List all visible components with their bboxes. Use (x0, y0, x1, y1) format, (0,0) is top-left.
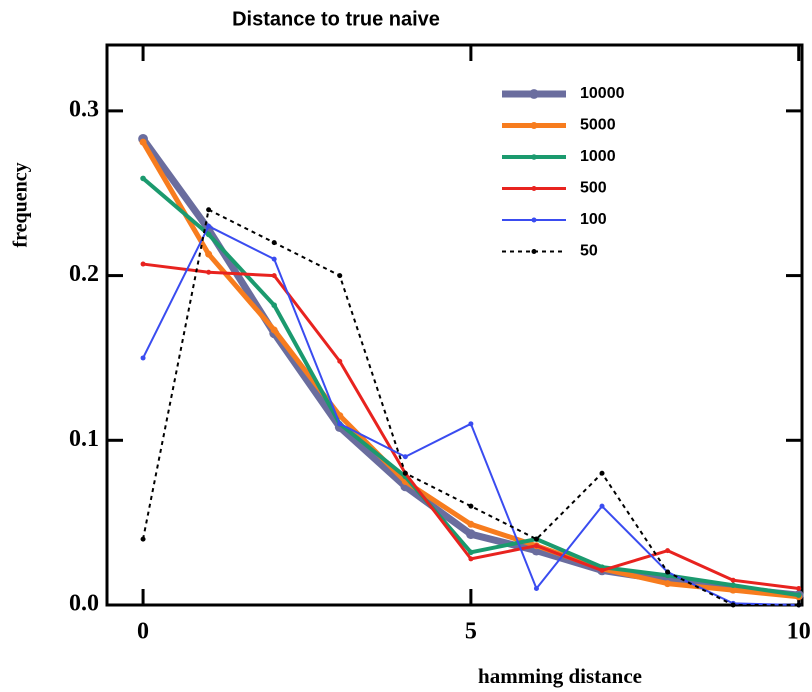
legend-marker (531, 249, 537, 254)
x-tick-label: 10 (787, 619, 811, 645)
legend-label: 5000 (580, 117, 616, 134)
y-tick-label: 0.0 (69, 591, 99, 617)
legend-marker (531, 154, 537, 160)
point (467, 520, 475, 528)
point (271, 273, 277, 279)
point (795, 592, 802, 598)
point (665, 548, 671, 554)
point (665, 569, 671, 575)
point (729, 586, 737, 594)
point (599, 470, 605, 476)
point (533, 536, 539, 542)
point (533, 543, 539, 549)
legend-marker (530, 122, 538, 129)
point (270, 326, 278, 334)
point (139, 138, 147, 146)
legend-label: 50 (580, 243, 598, 260)
point (205, 231, 212, 238)
point (468, 549, 474, 556)
point (271, 302, 277, 309)
legend-label: 10000 (580, 85, 625, 102)
series-line (142, 208, 799, 606)
point (271, 256, 277, 262)
point (533, 586, 539, 592)
y-tick-label: 0.2 (69, 261, 99, 287)
point (402, 470, 408, 476)
point (206, 269, 212, 275)
point (730, 602, 736, 608)
point (337, 273, 343, 279)
x-tick-label: 5 (465, 619, 477, 645)
series-line (140, 140, 799, 600)
point (337, 358, 343, 364)
x-tick-label: 0 (137, 619, 149, 645)
point (599, 503, 605, 509)
point (465, 529, 476, 540)
chart-title: Distance to true naive (232, 8, 440, 30)
legend-label: 1000 (580, 148, 616, 165)
point (140, 355, 146, 361)
point (402, 454, 408, 460)
point (796, 586, 802, 592)
point (206, 207, 212, 213)
point (796, 602, 802, 608)
point (205, 250, 213, 258)
point (599, 567, 605, 573)
y-tick-label: 0.3 (69, 96, 99, 122)
point (468, 421, 474, 427)
point (337, 421, 343, 427)
point (140, 536, 146, 542)
point (206, 223, 212, 229)
point (271, 240, 277, 246)
legend-marker (531, 186, 537, 191)
point (664, 580, 672, 588)
point (468, 503, 474, 509)
plot-frame (105, 43, 804, 607)
x-axis-label: hamming distance (478, 664, 642, 688)
legend-marker (531, 217, 537, 223)
point (140, 261, 146, 267)
point (140, 175, 146, 182)
y-axis-label: frequency (10, 162, 32, 247)
legend-marker (529, 89, 539, 99)
point (468, 556, 474, 562)
legend-label: 100 (580, 211, 607, 228)
point (730, 582, 736, 589)
y-tick-label: 0.1 (69, 426, 99, 452)
legend-label: 500 (580, 180, 607, 197)
point (730, 577, 736, 583)
